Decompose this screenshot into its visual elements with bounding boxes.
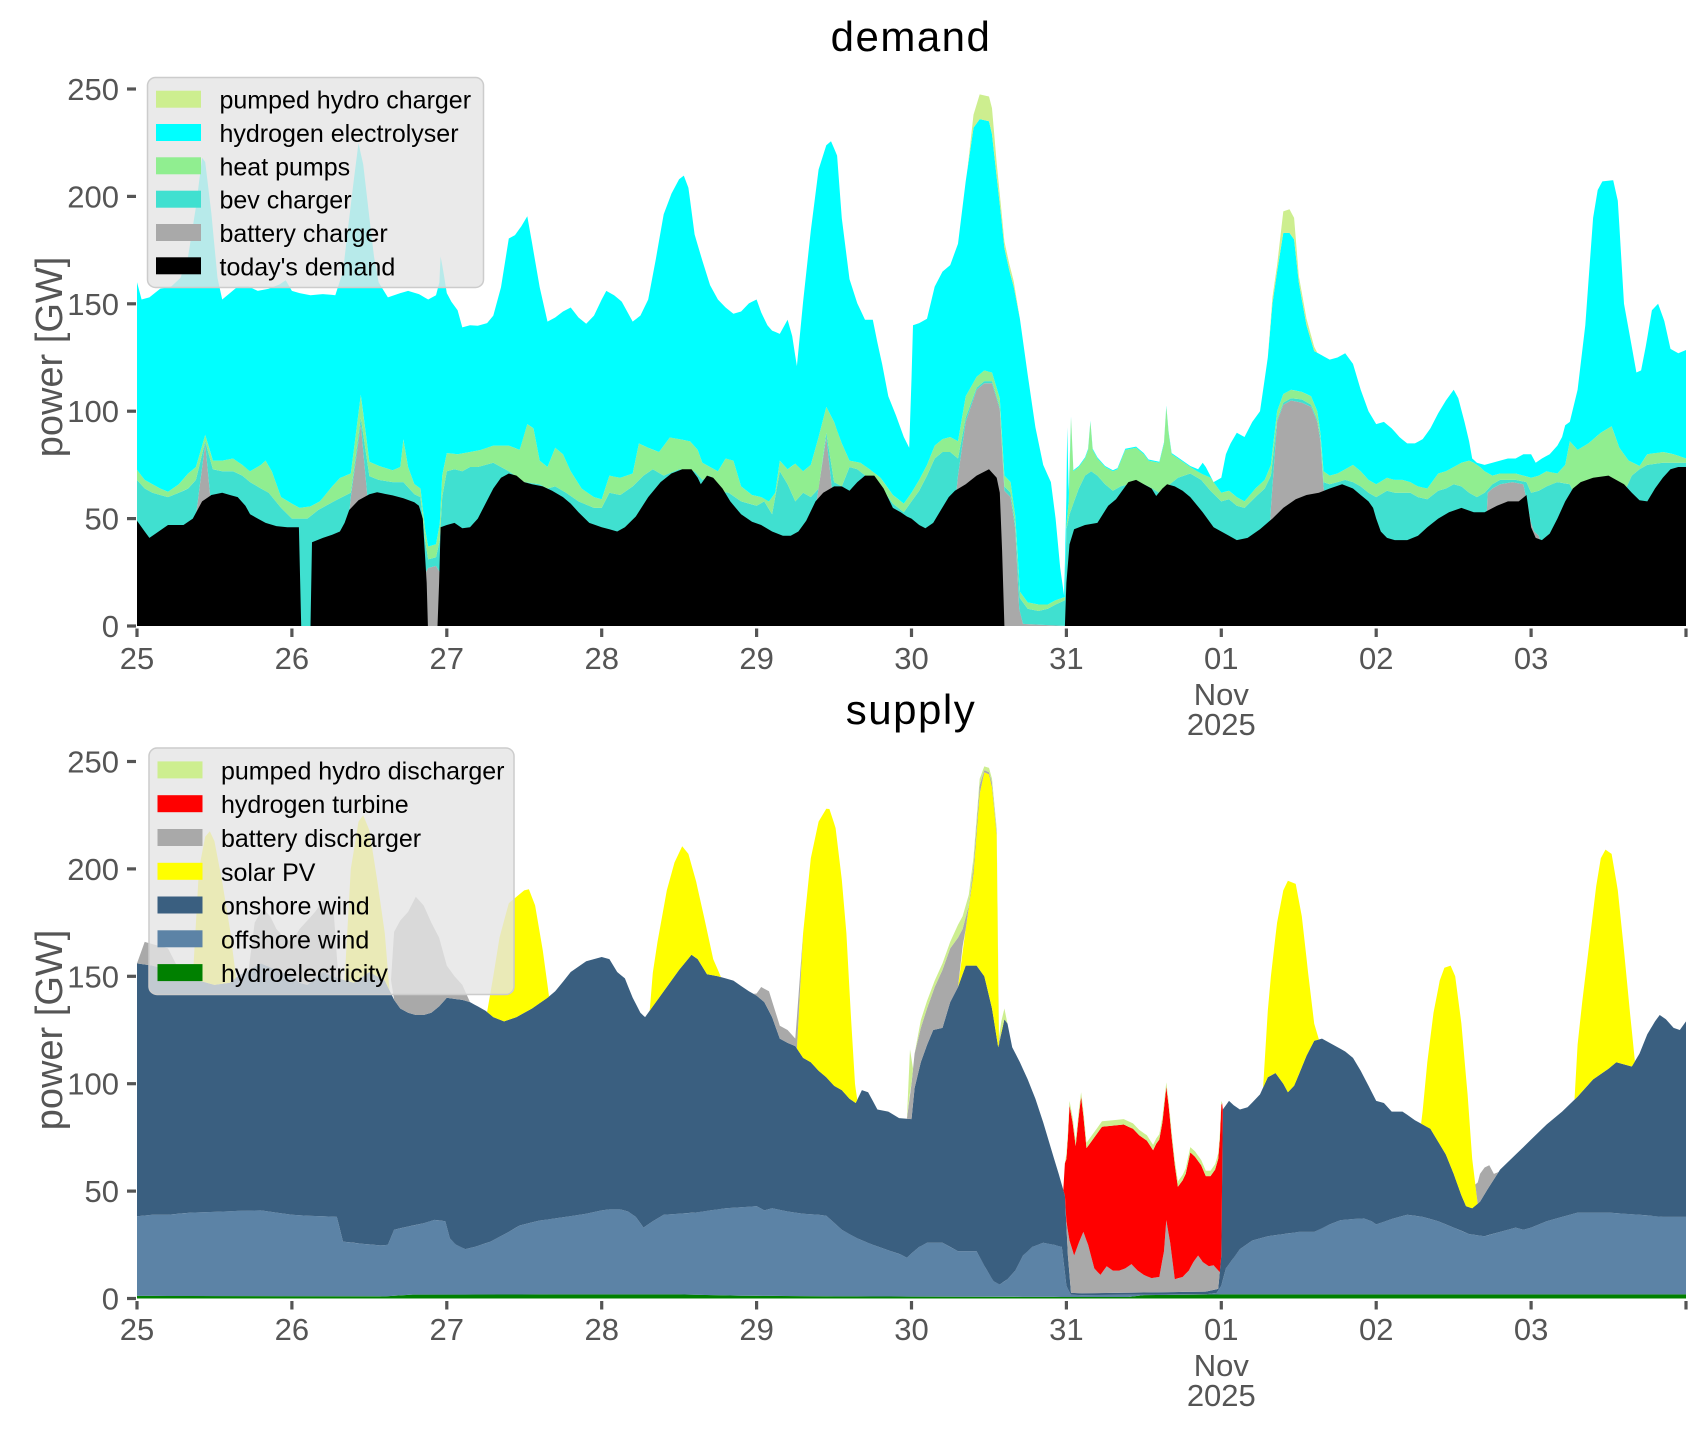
svg-text:hydrogen turbine: hydrogen turbine <box>221 791 409 819</box>
svg-text:50: 50 <box>85 1174 119 1209</box>
svg-text:01: 01 <box>1204 1312 1238 1347</box>
svg-text:30: 30 <box>894 1312 928 1347</box>
svg-text:battery charger: battery charger <box>220 220 388 248</box>
svg-text:2025: 2025 <box>1187 1378 1256 1413</box>
svg-text:today's demand: today's demand <box>220 253 396 281</box>
svg-text:onshore wind: onshore wind <box>221 893 370 921</box>
svg-text:29: 29 <box>739 1312 773 1347</box>
svg-text:hydroelectricity: hydroelectricity <box>221 960 388 988</box>
svg-text:26: 26 <box>275 1312 309 1347</box>
svg-text:28: 28 <box>584 641 618 676</box>
svg-text:100: 100 <box>67 1067 119 1102</box>
svg-text:100: 100 <box>67 394 119 429</box>
svg-text:demand: demand <box>831 13 992 60</box>
svg-text:31: 31 <box>1049 641 1083 676</box>
svg-text:solar PV: solar PV <box>221 859 316 887</box>
svg-text:200: 200 <box>67 852 119 887</box>
svg-text:150: 150 <box>67 287 119 322</box>
svg-text:hydrogen electrolyser: hydrogen electrolyser <box>220 120 459 148</box>
svg-text:27: 27 <box>430 1312 464 1347</box>
svg-text:0: 0 <box>102 609 119 644</box>
svg-text:30: 30 <box>894 641 928 676</box>
svg-text:0: 0 <box>102 1282 119 1317</box>
svg-text:battery discharger: battery discharger <box>221 825 421 853</box>
svg-text:power [GW]: power [GW] <box>29 930 71 1131</box>
svg-text:heat pumps: heat pumps <box>220 153 351 181</box>
svg-text:31: 31 <box>1049 1312 1083 1347</box>
svg-text:250: 250 <box>67 72 119 107</box>
svg-text:2025: 2025 <box>1187 707 1256 742</box>
svg-text:29: 29 <box>739 641 773 676</box>
svg-text:28: 28 <box>584 1312 618 1347</box>
svg-text:03: 03 <box>1514 1312 1548 1347</box>
svg-text:01: 01 <box>1204 641 1238 676</box>
svg-text:03: 03 <box>1514 641 1548 676</box>
svg-text:25: 25 <box>120 1312 154 1347</box>
svg-text:Nov: Nov <box>1194 677 1250 712</box>
svg-text:150: 150 <box>67 959 119 994</box>
svg-text:200: 200 <box>67 179 119 214</box>
svg-text:pumped hydro charger: pumped hydro charger <box>220 87 472 115</box>
svg-text:pumped hydro discharger: pumped hydro discharger <box>221 757 505 785</box>
svg-text:25: 25 <box>120 641 154 676</box>
svg-text:02: 02 <box>1359 641 1393 676</box>
svg-text:26: 26 <box>275 641 309 676</box>
svg-text:offshore wind: offshore wind <box>221 926 369 954</box>
svg-text:02: 02 <box>1359 1312 1393 1347</box>
svg-text:supply: supply <box>846 686 976 733</box>
svg-text:Nov: Nov <box>1194 1348 1250 1383</box>
svg-text:27: 27 <box>430 641 464 676</box>
svg-text:50: 50 <box>85 502 119 537</box>
svg-text:250: 250 <box>67 745 119 780</box>
svg-text:power [GW]: power [GW] <box>29 257 71 458</box>
svg-text:bev charger: bev charger <box>220 187 352 215</box>
